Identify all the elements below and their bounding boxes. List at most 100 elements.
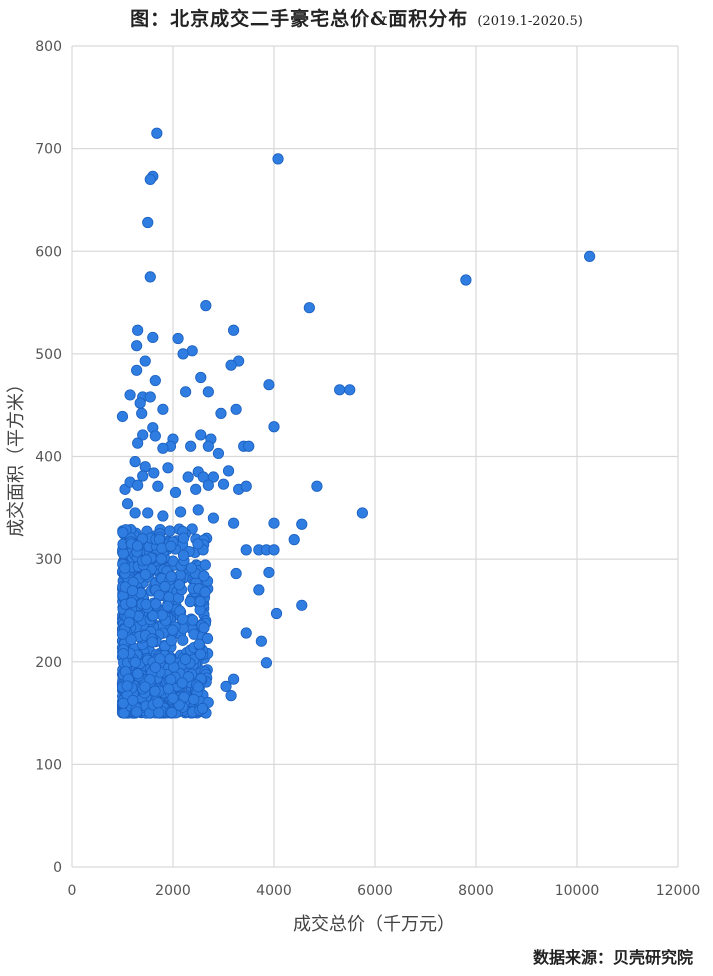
- scatter-point: [296, 599, 308, 611]
- y-tick-labels: 0 100 200 300 400 500 600 700 800: [35, 39, 62, 876]
- source-label: 数据来源：贝壳研究院: [532, 948, 693, 967]
- scatter-point: [157, 510, 169, 522]
- scatter-point: [188, 693, 200, 706]
- scatter-point: [157, 403, 169, 415]
- scatter-point: [177, 634, 189, 646]
- scatter-point: [192, 504, 204, 516]
- y-tick-label: 600: [35, 244, 62, 260]
- scatter-point: [177, 348, 189, 360]
- scatter-point: [139, 681, 151, 693]
- scatter-point: [268, 517, 280, 529]
- scatter-point: [460, 274, 472, 286]
- scatter-point: [153, 707, 165, 719]
- scatter-point: [240, 627, 252, 639]
- title-subtitle: (2019.1-2020.5): [477, 14, 583, 29]
- scatter-point: [177, 613, 189, 625]
- chart-title: 图：北京成交二手豪宅总价&面积分布 (2019.1-2020.5): [0, 4, 713, 31]
- scatter-point: [225, 690, 237, 702]
- scatter-point: [157, 442, 169, 454]
- scatter-point: [165, 634, 177, 647]
- scatter-point: [200, 300, 212, 312]
- y-tick-label: 0: [53, 860, 62, 876]
- y-tick-label: 700: [35, 142, 62, 158]
- scatter-point: [117, 547, 129, 560]
- scatter-point: [202, 386, 214, 398]
- scatter-point: [134, 397, 146, 409]
- scatter-point: [272, 153, 284, 165]
- scatter-point: [255, 635, 267, 647]
- scatter-point: [207, 471, 219, 483]
- scatter-point: [228, 324, 240, 336]
- scatter-point: [240, 544, 252, 556]
- scatter-point: [207, 512, 219, 524]
- x-tick-label: 6000: [357, 883, 393, 899]
- scatter-point: [126, 585, 139, 597]
- scatter-point: [194, 595, 206, 608]
- scatter-point: [131, 706, 143, 718]
- scatter-point: [260, 657, 273, 669]
- scatter-point: [167, 624, 179, 636]
- scatter-point: [164, 653, 176, 665]
- scatter-point: [303, 302, 315, 314]
- scatter-point: [125, 633, 137, 646]
- scatter-point: [139, 355, 151, 367]
- scatter-point: [151, 127, 163, 139]
- scatter-point: [296, 518, 308, 530]
- scatter-point: [149, 374, 161, 387]
- x-tick-label: 4000: [256, 883, 292, 899]
- x-tick-label: 8000: [458, 883, 494, 899]
- x-tick-label: 10000: [555, 883, 600, 899]
- scatter-point: [129, 507, 141, 519]
- scatter-point: [147, 610, 159, 622]
- scatter-point: [215, 407, 227, 419]
- scatter-point: [150, 598, 162, 610]
- scatter-point: [169, 486, 182, 499]
- scatter-point: [137, 470, 149, 482]
- scatter-point: [149, 661, 162, 674]
- scatter-point: [164, 525, 176, 537]
- scatter-point: [344, 384, 356, 396]
- grid-lines: [71, 45, 679, 868]
- x-tick-labels: 0 2000 4000 6000 8000 10000 12000: [68, 883, 701, 899]
- scatter-point: [179, 653, 192, 665]
- scatter-point: [125, 596, 138, 609]
- scatter-point: [142, 507, 154, 519]
- scatter-point: [240, 480, 252, 492]
- scatter-point: [155, 553, 167, 565]
- scatter-point: [190, 483, 202, 495]
- scatter-point: [199, 559, 211, 571]
- scatter-point: [148, 467, 160, 479]
- scatter-point: [263, 379, 275, 391]
- scatter-point: [192, 681, 204, 693]
- scatter-point: [127, 694, 139, 707]
- scatter-point: [288, 534, 300, 546]
- scatter-point: [202, 479, 214, 491]
- scatter-point: [199, 586, 211, 598]
- scatter-point: [263, 566, 275, 579]
- scatter-point: [198, 622, 210, 634]
- scatter-point: [144, 173, 156, 186]
- scatter-point: [222, 465, 235, 477]
- scatter-point: [165, 570, 177, 582]
- y-tick-label: 500: [35, 347, 62, 363]
- scatter-point: [193, 638, 205, 650]
- scatter-point: [140, 554, 152, 566]
- scatter-point: [146, 636, 158, 648]
- title-main: 图：北京成交二手豪宅总价&面积分布: [130, 8, 469, 30]
- scatter-point: [311, 480, 323, 492]
- scatter-point: [584, 250, 596, 262]
- scatter-point: [230, 403, 242, 415]
- scatter-point: [195, 371, 207, 384]
- scatter-point: [185, 440, 197, 452]
- scatter-point: [152, 697, 164, 709]
- scatter-point: [121, 498, 134, 510]
- scatter-point: [228, 673, 240, 685]
- data-points: [116, 127, 596, 719]
- scatter-point: [117, 697, 129, 709]
- y-axis-label: 成交面积（平方米）: [6, 375, 27, 537]
- scatter-point: [180, 386, 192, 398]
- scatter-point: [253, 584, 265, 596]
- scatter-point: [182, 471, 194, 483]
- scatter-point: [187, 614, 199, 626]
